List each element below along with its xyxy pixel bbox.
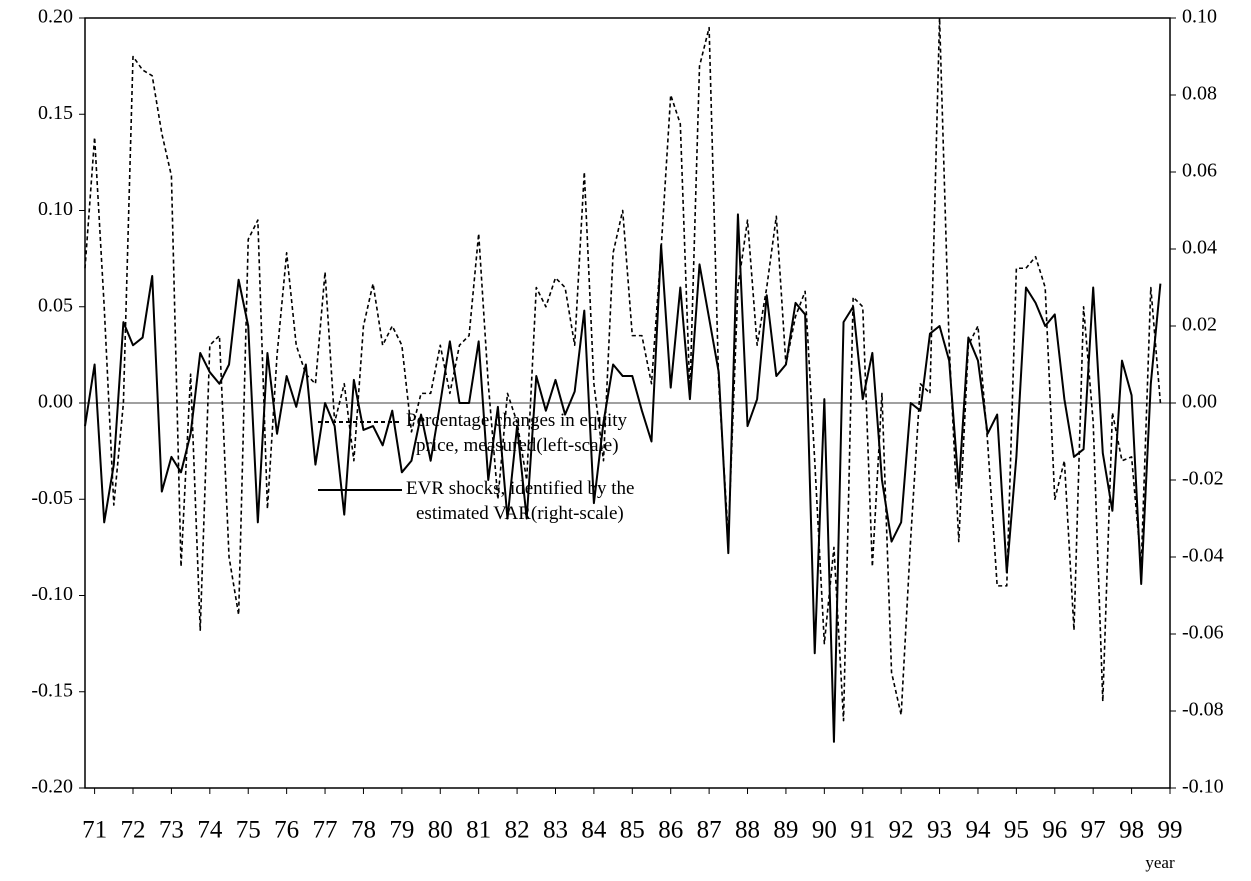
y-tick-label: -0.15 <box>31 679 73 701</box>
y2-tick-label: 0.04 <box>1182 237 1217 259</box>
x-tick-label: 96 <box>1042 817 1067 844</box>
x-tick-label: 87 <box>697 817 722 844</box>
y-tick-label: 0.15 <box>38 102 73 124</box>
x-tick-label: 83 <box>543 817 568 844</box>
y2-tick-label: 0.10 <box>1182 6 1217 28</box>
y-tick-label: 0.10 <box>38 198 73 220</box>
y-tick-label: 0.05 <box>38 294 73 316</box>
y2-tick-label: 0.00 <box>1182 391 1217 413</box>
y-tick-label: 0.20 <box>38 6 73 28</box>
y2-tick-label: -0.02 <box>1182 468 1224 490</box>
y-tick-label: -0.10 <box>31 583 73 605</box>
x-tick-label: 81 <box>466 817 491 844</box>
series-line <box>84 213 1162 743</box>
x-tick-label: 88 <box>735 817 760 844</box>
x-tick-label: 91 <box>850 817 875 844</box>
x-tick-label: 95 <box>1004 817 1029 844</box>
x-tick-label: 77 <box>313 817 338 844</box>
x-tick-label: 72 <box>121 817 146 844</box>
x-tick-label: 78 <box>351 817 376 844</box>
x-tick-label: 99 <box>1158 817 1183 844</box>
x-tick-label: 92 <box>889 817 914 844</box>
y2-tick-label: 0.08 <box>1182 83 1217 105</box>
x-axis-label: year <box>1145 853 1175 872</box>
x-tick-label: 80 <box>428 817 453 844</box>
y2-tick-label: -0.04 <box>1182 545 1224 567</box>
series-line <box>84 17 1162 722</box>
x-tick-label: 86 <box>658 817 683 844</box>
x-tick-label: 84 <box>581 817 607 844</box>
x-tick-label: 73 <box>159 817 184 844</box>
x-tick-label: 75 <box>236 817 261 844</box>
x-tick-label: 97 <box>1081 817 1106 844</box>
x-tick-label: 94 <box>965 817 991 844</box>
x-tick-label: 79 <box>389 817 414 844</box>
y-tick-label: 0.00 <box>38 391 73 413</box>
x-tick-label: 74 <box>197 817 223 844</box>
y-tick-label: -0.05 <box>31 487 73 509</box>
x-tick-label: 98 <box>1119 817 1144 844</box>
y-tick-label: -0.20 <box>31 776 73 798</box>
x-tick-label: 76 <box>274 817 299 844</box>
legend-label: EVR shocks, identified by the estimated V… <box>406 478 635 524</box>
y2-tick-label: 0.06 <box>1182 160 1217 182</box>
x-tick-label: 89 <box>773 817 798 844</box>
y2-tick-label: -0.08 <box>1182 699 1224 721</box>
legend-label: Percentage changes in equity price, measu… <box>406 410 628 456</box>
x-tick-label: 82 <box>505 817 530 844</box>
x-tick-label: 93 <box>927 817 952 844</box>
x-tick-label: 85 <box>620 817 645 844</box>
y2-tick-label: -0.06 <box>1182 622 1224 644</box>
y2-tick-label: 0.02 <box>1182 314 1217 336</box>
y2-tick-label: -0.10 <box>1182 776 1224 798</box>
x-tick-label: 90 <box>812 817 837 844</box>
x-tick-label: 71 <box>82 817 107 844</box>
